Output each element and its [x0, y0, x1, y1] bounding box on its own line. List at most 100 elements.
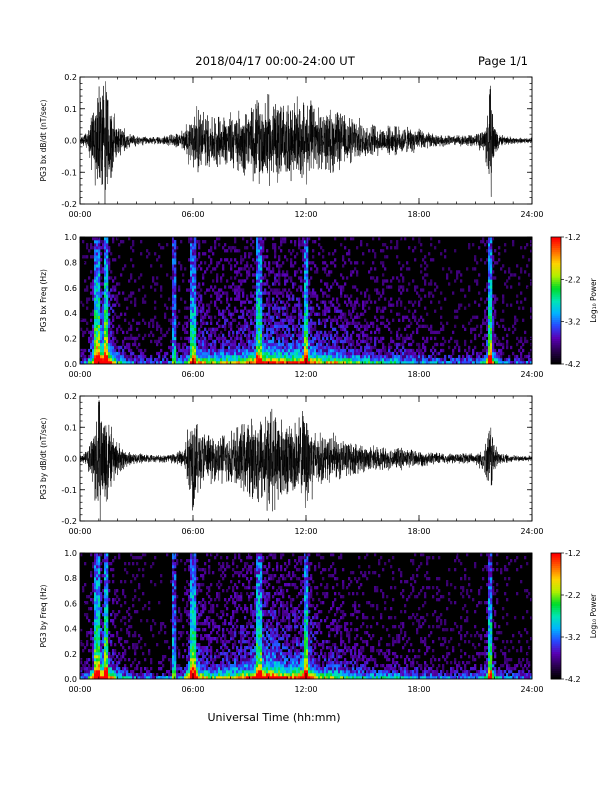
spectrogram-cell	[104, 358, 106, 361]
spectrogram-cell	[234, 352, 236, 355]
spectrogram-cell	[492, 355, 494, 358]
spectrogram-cell	[110, 562, 112, 565]
spectrogram-cell	[140, 667, 142, 670]
spectrogram-cell	[98, 246, 100, 249]
spectrogram-cell	[120, 637, 122, 640]
spectrogram-cell	[336, 355, 338, 358]
spectrogram-cell	[98, 658, 100, 661]
spectrogram-cell	[398, 358, 400, 361]
spectrogram-cell	[320, 301, 322, 304]
spectrogram-cell	[282, 343, 284, 346]
spectrogram-cell	[326, 310, 328, 313]
spectrogram-cell	[90, 255, 92, 258]
spectrogram-cell	[98, 249, 100, 252]
spectrogram-cell	[148, 607, 150, 610]
spectrogram-cell	[104, 592, 106, 595]
spectrogram-cell	[176, 352, 178, 355]
spectrogram-cell	[302, 279, 304, 282]
spectrogram-cell	[86, 661, 88, 664]
spectrogram-cell	[346, 294, 348, 297]
spectrogram-cell	[102, 319, 104, 322]
spectrogram-cell	[488, 291, 490, 294]
spectrogram-cell	[494, 310, 496, 313]
spectrogram-cell	[294, 349, 296, 352]
spectrogram-cell	[190, 258, 192, 261]
spectrogram-cell	[344, 294, 346, 297]
spectrogram-cell	[94, 568, 96, 571]
spectrogram-cell	[94, 640, 96, 643]
spectrogram-cell	[412, 340, 414, 343]
spectrogram-cell	[98, 586, 100, 589]
spectrogram-cell	[252, 322, 254, 325]
spectrogram-cell	[190, 355, 192, 358]
spectrogram-cell	[292, 358, 294, 361]
spectrogram-cell	[96, 592, 98, 595]
spectrogram-cell	[484, 334, 486, 337]
spectrogram-cell	[480, 352, 482, 355]
spectrogram-cell	[84, 601, 86, 604]
spectrogram-cell	[290, 252, 292, 255]
spectrogram-cell	[96, 246, 98, 249]
spectrogram-cell	[486, 352, 488, 355]
spectrogram-cell	[292, 343, 294, 346]
spectrogram-cell	[330, 331, 332, 334]
spectrogram-cell	[184, 267, 186, 270]
spectrogram-cell	[174, 595, 176, 598]
spectrogram-cell	[256, 258, 258, 261]
spectrogram-cell	[204, 340, 206, 343]
spectrogram-cell	[176, 670, 178, 673]
spectrogram-cell	[320, 322, 322, 325]
spectrogram-cell	[142, 301, 144, 304]
spectrogram-cell	[112, 673, 114, 676]
spectrogram-cell	[394, 343, 396, 346]
spectrogram-cell	[96, 358, 98, 361]
spectrogram-cell	[324, 349, 326, 352]
spectrogram-cell	[88, 607, 90, 610]
spectrogram-cell	[124, 640, 126, 643]
spectrogram-cell	[102, 670, 104, 673]
spectrogram-cell	[210, 322, 212, 325]
spectrogram-cell	[494, 349, 496, 352]
spectrogram-cell	[112, 352, 114, 355]
spectrogram-cell	[172, 294, 174, 297]
spectrogram-cell	[380, 310, 382, 313]
spectrogram-cell	[392, 358, 394, 361]
spectrogram-cell	[234, 340, 236, 343]
spectrogram-cell	[202, 343, 204, 346]
spectrogram-cell	[410, 322, 412, 325]
spectrogram-cell	[172, 565, 174, 568]
spectrogram-cell	[104, 255, 106, 258]
spectrogram-cell	[238, 349, 240, 352]
spectrogram-cell	[324, 291, 326, 294]
spectrogram-cell	[258, 243, 260, 246]
spectrogram-cell	[520, 346, 522, 349]
spectrogram-cell	[256, 328, 258, 331]
spectrogram-cell	[94, 246, 96, 249]
spectrogram-cell	[296, 252, 298, 255]
spectrogram-cell	[126, 337, 128, 340]
spectrogram-cell	[518, 276, 520, 279]
spectrogram-cell	[108, 304, 110, 307]
spectrogram-cell	[184, 307, 186, 310]
spectrogram-cell	[96, 328, 98, 331]
spectrogram-cell	[114, 294, 116, 297]
spectrogram-cell	[224, 319, 226, 322]
x-tick-label: 18:00	[407, 370, 430, 379]
spectrogram-cell	[106, 343, 108, 346]
spectrogram-cell	[494, 297, 496, 300]
spectrogram-cell	[356, 301, 358, 304]
spectrogram-cell	[346, 331, 348, 334]
spectrogram-cell	[144, 349, 146, 352]
spectrogram-cell	[242, 355, 244, 358]
spectrogram-cell	[244, 307, 246, 310]
spectrogram-cell	[170, 307, 172, 310]
spectrogram-cell	[192, 325, 194, 328]
spectrogram-cell	[158, 352, 160, 355]
spectrogram-cell	[138, 343, 140, 346]
spectrogram-cell	[478, 355, 480, 358]
spectrogram-cell	[192, 352, 194, 355]
spectrogram-cell	[96, 616, 98, 619]
spectrogram-cell	[448, 282, 450, 285]
spectrogram-cell	[328, 301, 330, 304]
spectrogram-cell	[100, 673, 102, 676]
